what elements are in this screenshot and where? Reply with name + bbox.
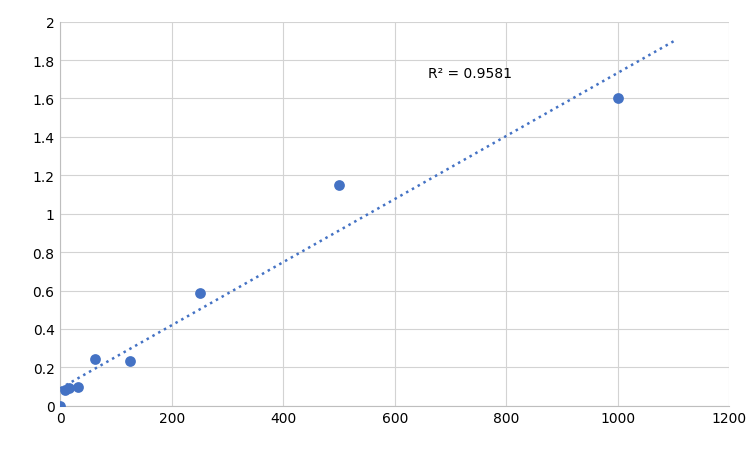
Point — [333, 182, 345, 189]
Point — [63, 384, 75, 391]
Point — [54, 402, 66, 410]
Point — [193, 290, 205, 297]
Point — [124, 357, 136, 364]
Point — [612, 96, 624, 103]
Point — [59, 387, 71, 394]
Point — [71, 383, 83, 391]
Point — [89, 355, 101, 363]
Text: R² = 0.9581: R² = 0.9581 — [429, 67, 512, 81]
